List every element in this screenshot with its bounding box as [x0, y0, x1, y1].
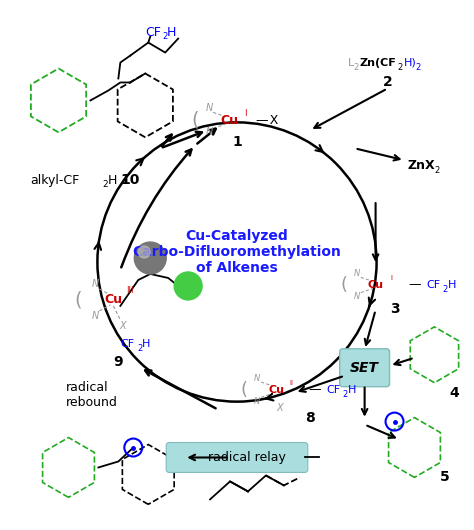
Text: H: H — [109, 174, 122, 187]
Text: Cu: Cu — [220, 114, 238, 127]
Text: 2: 2 — [343, 390, 348, 399]
Text: —: — — [309, 383, 321, 396]
Text: radical
rebound: radical rebound — [65, 381, 118, 409]
Text: 2: 2 — [434, 166, 440, 175]
Text: 2: 2 — [398, 63, 403, 72]
Text: H: H — [447, 280, 456, 290]
Text: II: II — [290, 380, 293, 386]
Text: 5: 5 — [439, 471, 449, 484]
Text: N: N — [354, 292, 360, 301]
Text: (: ( — [191, 111, 199, 130]
Text: I: I — [390, 275, 392, 281]
Text: CF: CF — [327, 385, 341, 395]
Text: III: III — [127, 286, 134, 295]
Text: radical relay: radical relay — [208, 451, 286, 464]
Text: 9: 9 — [114, 355, 123, 369]
Text: 10: 10 — [120, 173, 140, 187]
Text: 2: 2 — [416, 63, 421, 72]
Text: — X: — X — [256, 114, 278, 127]
Circle shape — [174, 272, 202, 300]
Text: 1: 1 — [232, 135, 242, 149]
Text: 2: 2 — [442, 286, 447, 295]
Text: (: ( — [241, 381, 247, 399]
Text: N: N — [354, 269, 360, 278]
Text: 4: 4 — [449, 386, 459, 400]
Text: H: H — [347, 385, 356, 395]
Text: 8: 8 — [305, 411, 315, 425]
Text: H): H) — [403, 58, 416, 67]
Text: alkyl-CF: alkyl-CF — [31, 174, 80, 187]
Text: N: N — [254, 396, 261, 405]
Text: N: N — [205, 103, 213, 113]
Text: 2: 2 — [383, 75, 392, 90]
Circle shape — [138, 246, 150, 258]
FancyBboxPatch shape — [166, 443, 308, 472]
Text: X: X — [276, 403, 283, 413]
Text: Cu-Catalyzed
Carbo-Difluoromethylation
of Alkenes: Cu-Catalyzed Carbo-Difluoromethylation o… — [133, 229, 341, 275]
Text: Cu: Cu — [368, 280, 384, 290]
Text: 2: 2 — [354, 63, 359, 72]
Text: N: N — [92, 311, 99, 321]
Text: 2: 2 — [102, 180, 108, 189]
Text: Zn(CF: Zn(CF — [360, 58, 396, 67]
FancyBboxPatch shape — [340, 349, 390, 387]
Text: N: N — [92, 279, 99, 289]
Text: (: ( — [340, 276, 347, 294]
Text: CF: CF — [427, 280, 440, 290]
Text: —: — — [408, 278, 421, 292]
Text: Cu: Cu — [104, 294, 122, 306]
Text: X: X — [119, 321, 126, 331]
Text: N: N — [254, 374, 261, 383]
Text: CF: CF — [120, 339, 135, 349]
Text: I: I — [244, 109, 246, 118]
Text: H: H — [167, 26, 177, 39]
Text: N: N — [205, 127, 213, 137]
Text: L: L — [347, 58, 354, 67]
Text: ZnX: ZnX — [408, 159, 435, 172]
Text: 2: 2 — [162, 32, 167, 41]
Text: SET: SET — [350, 361, 379, 375]
Text: (: ( — [75, 290, 82, 310]
Text: CF: CF — [145, 26, 161, 39]
Text: H: H — [142, 339, 151, 349]
Text: Cu: Cu — [268, 385, 284, 395]
Text: 2: 2 — [137, 344, 143, 354]
Text: 3: 3 — [390, 302, 400, 316]
Circle shape — [134, 242, 166, 274]
